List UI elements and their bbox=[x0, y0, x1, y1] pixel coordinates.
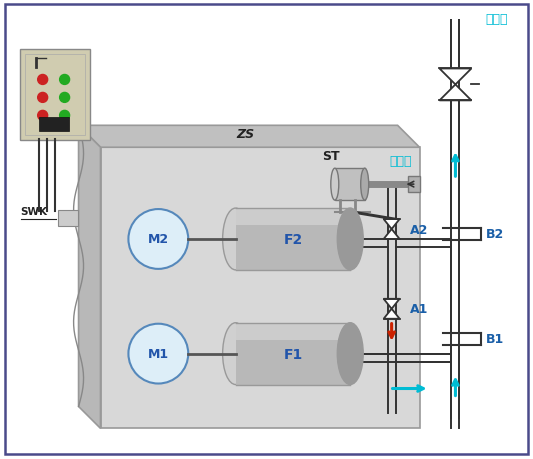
Text: B1: B1 bbox=[486, 332, 505, 346]
Circle shape bbox=[128, 210, 188, 269]
Text: B2: B2 bbox=[486, 228, 505, 241]
Polygon shape bbox=[78, 126, 101, 428]
Circle shape bbox=[38, 75, 47, 85]
Polygon shape bbox=[384, 219, 400, 230]
Text: A2: A2 bbox=[409, 223, 428, 236]
Circle shape bbox=[128, 324, 188, 384]
Polygon shape bbox=[440, 69, 471, 85]
Ellipse shape bbox=[331, 169, 339, 201]
Bar bbox=[335, 169, 365, 201]
Ellipse shape bbox=[361, 169, 369, 201]
Text: ZS: ZS bbox=[236, 128, 254, 141]
Ellipse shape bbox=[223, 323, 248, 385]
Ellipse shape bbox=[337, 208, 363, 270]
Text: A1: A1 bbox=[409, 302, 428, 316]
Bar bbox=[236, 323, 350, 385]
Polygon shape bbox=[101, 148, 419, 428]
Polygon shape bbox=[78, 126, 419, 148]
Circle shape bbox=[60, 111, 70, 121]
Text: F1: F1 bbox=[284, 347, 303, 361]
Text: ST: ST bbox=[322, 150, 340, 163]
Text: 出水口: 出水口 bbox=[486, 12, 508, 26]
Text: M1: M1 bbox=[148, 347, 169, 360]
Circle shape bbox=[38, 111, 47, 121]
Text: SWK: SWK bbox=[21, 207, 48, 217]
Text: 进水口: 进水口 bbox=[390, 155, 412, 168]
Bar bbox=[236, 208, 350, 270]
FancyBboxPatch shape bbox=[20, 50, 90, 141]
Polygon shape bbox=[384, 230, 400, 240]
Bar bbox=[236, 208, 350, 226]
FancyBboxPatch shape bbox=[58, 211, 78, 226]
Text: M2: M2 bbox=[148, 233, 169, 246]
Polygon shape bbox=[384, 299, 400, 309]
Bar bbox=[408, 177, 419, 193]
Circle shape bbox=[38, 93, 47, 103]
Text: F2: F2 bbox=[284, 232, 303, 246]
Polygon shape bbox=[440, 85, 471, 101]
Bar bbox=[236, 323, 350, 340]
Circle shape bbox=[60, 93, 70, 103]
Ellipse shape bbox=[223, 208, 248, 270]
Bar bbox=[39, 118, 69, 132]
Ellipse shape bbox=[337, 323, 363, 385]
Polygon shape bbox=[384, 309, 400, 319]
Circle shape bbox=[60, 75, 70, 85]
